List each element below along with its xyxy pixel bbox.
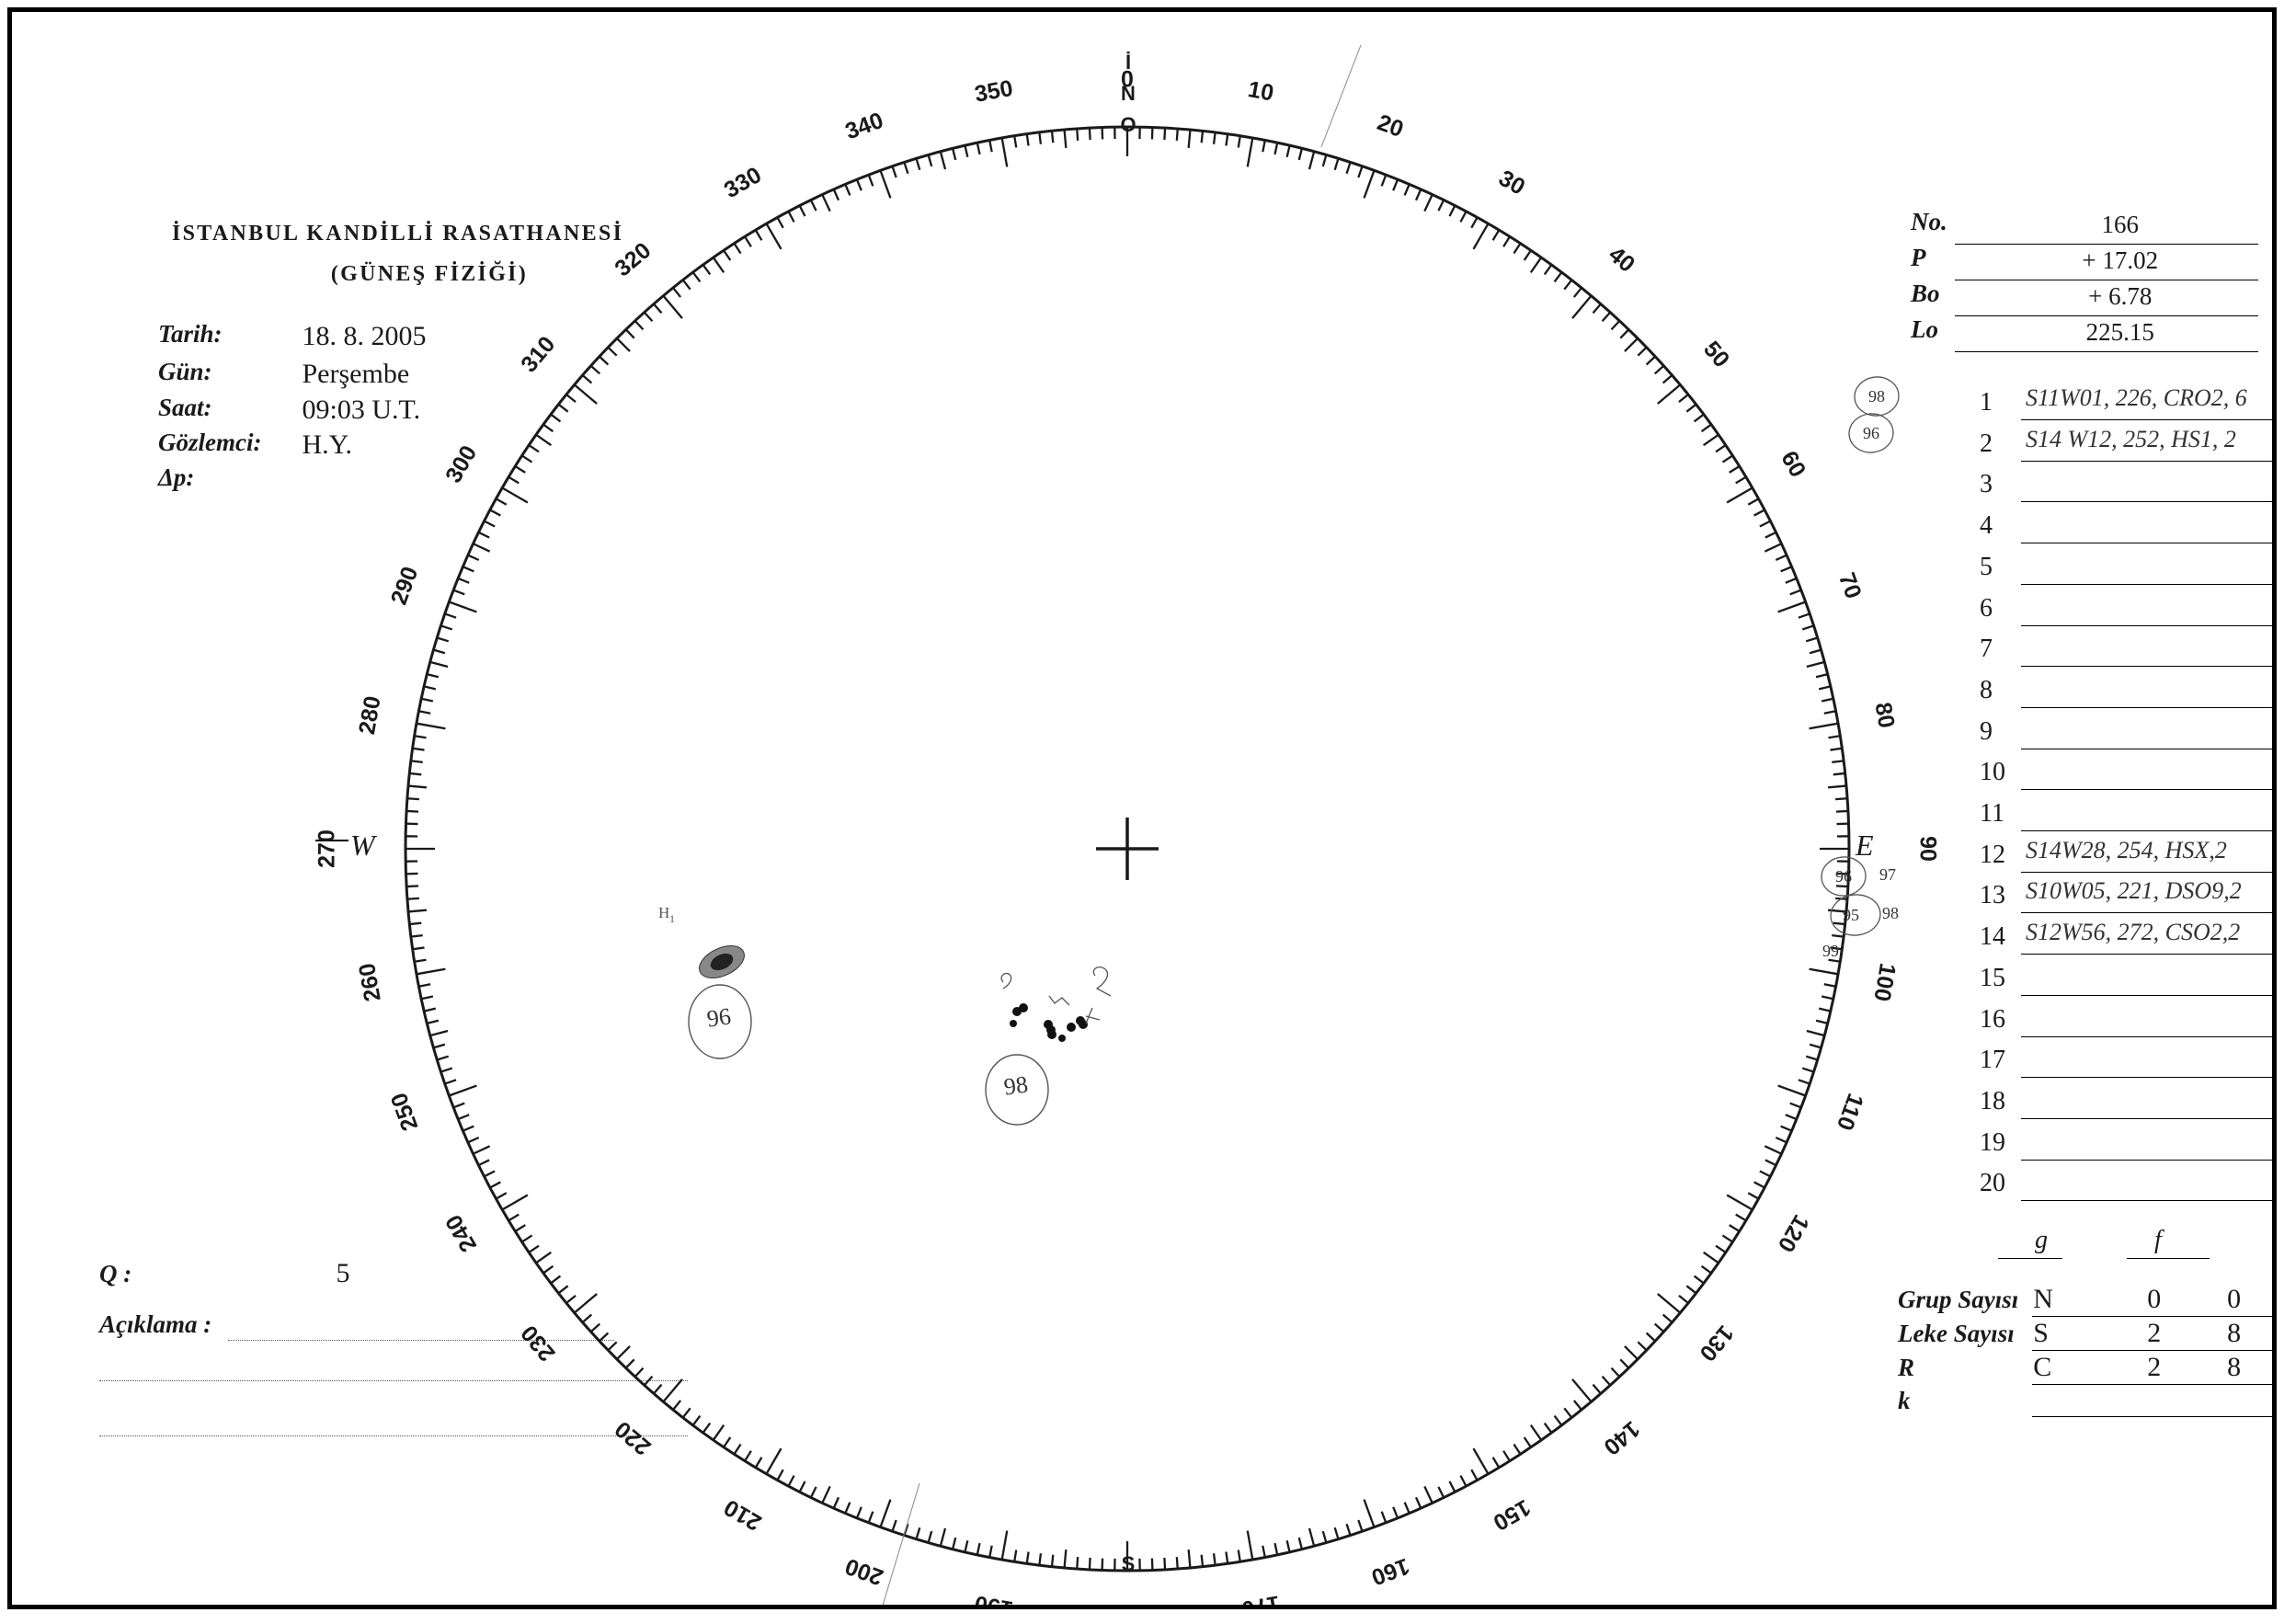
svg-text:180: 180 [1108,1605,1147,1609]
svg-text:98: 98 [1002,1070,1030,1100]
svg-text:98: 98 [1882,904,1899,922]
svg-text:97: 97 [1879,865,1896,884]
svg-text:96: 96 [1835,867,1852,886]
svg-text:1: 1 [669,912,675,925]
svg-text:96: 96 [1863,424,1879,442]
svg-text:H: H [658,904,669,921]
svg-text:96: 96 [705,1002,733,1032]
svg-text:99: 99 [1822,942,1839,960]
svg-text:95: 95 [1843,906,1859,924]
svg-text:98: 98 [1868,387,1885,406]
